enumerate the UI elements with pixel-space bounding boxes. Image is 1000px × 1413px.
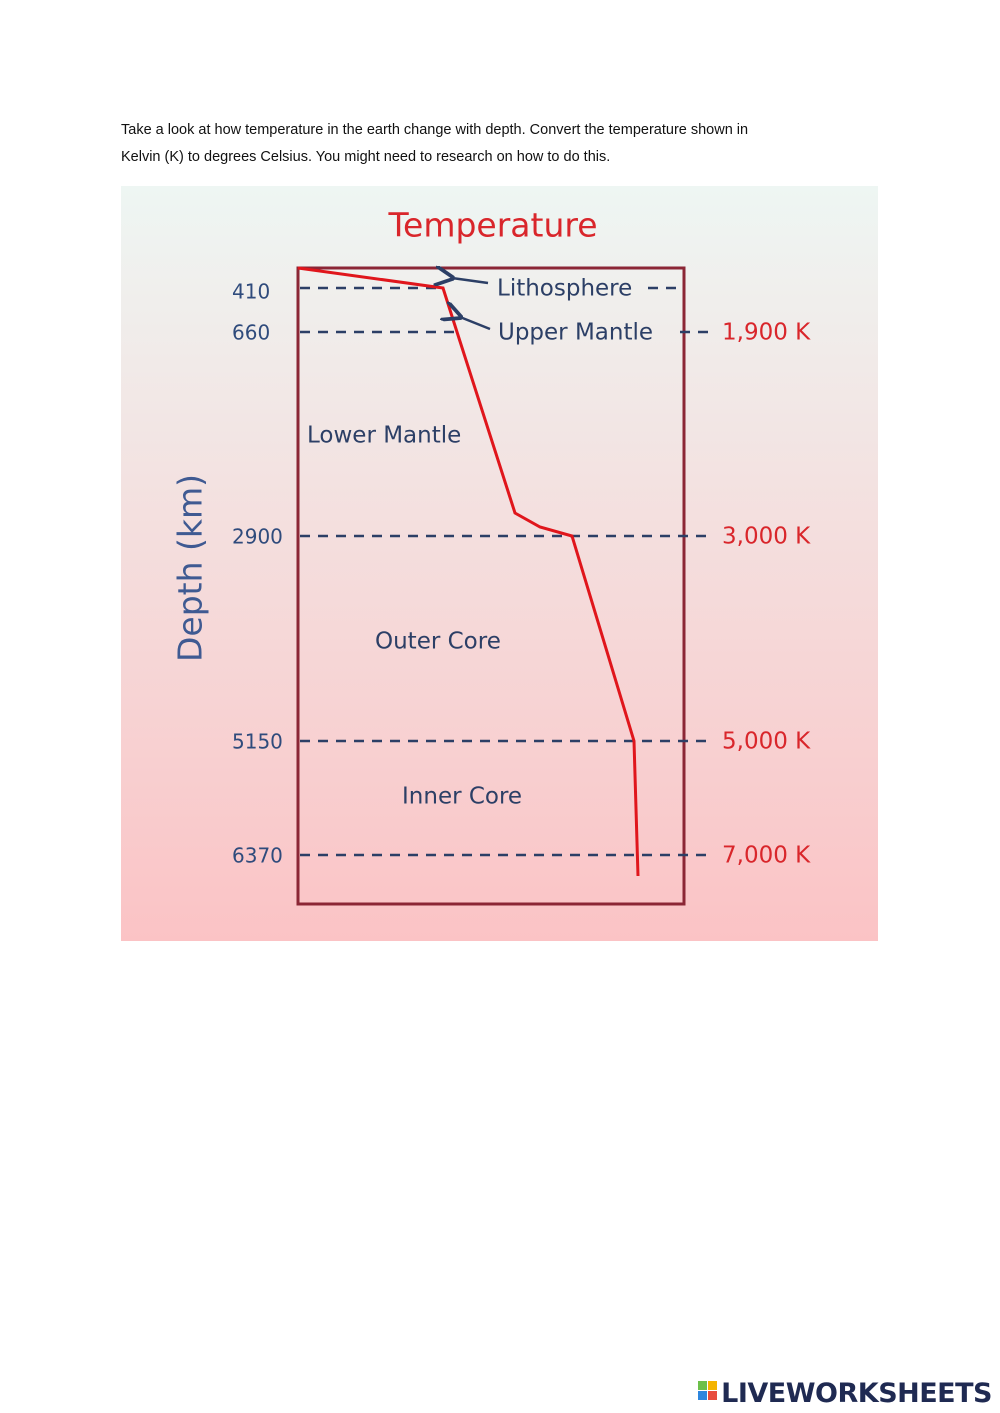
depth-label: 2900: [232, 525, 283, 549]
zone-label: Inner Core: [402, 784, 522, 810]
logo-icon: [698, 1381, 717, 1400]
temperature-label: 3,000 K: [722, 524, 811, 550]
temperature-label: 5,000 K: [722, 729, 811, 755]
depth-label: 410: [232, 280, 270, 304]
temperature-label: 1,900 K: [722, 320, 811, 346]
arrow: [460, 317, 491, 331]
depth-label: 5150: [232, 730, 283, 754]
arrow: [452, 278, 489, 283]
layer-label: Lithosphere: [497, 276, 632, 302]
axis-label: Depth (km): [171, 474, 210, 662]
depth-label: 660: [232, 321, 270, 345]
figure-background: [121, 186, 878, 941]
zone-label: Lower Mantle: [307, 423, 461, 449]
layer-label: Upper Mantle: [498, 320, 653, 346]
temperature-curve: [297, 266, 640, 877]
footer-brand: LIVEWORKSHEETS: [721, 1378, 992, 1409]
earth-box: [296, 266, 686, 906]
instruction-line: Take a look at how temperature in the ea…: [121, 122, 749, 138]
figure-title: Temperature: [387, 206, 597, 245]
depth-label: 6370: [232, 844, 283, 868]
instruction-line: Kelvin (K) to degrees Celsius. You might…: [121, 149, 611, 165]
temperature-label: 7,000 K: [722, 843, 811, 869]
zone-label: Outer Core: [375, 629, 501, 655]
